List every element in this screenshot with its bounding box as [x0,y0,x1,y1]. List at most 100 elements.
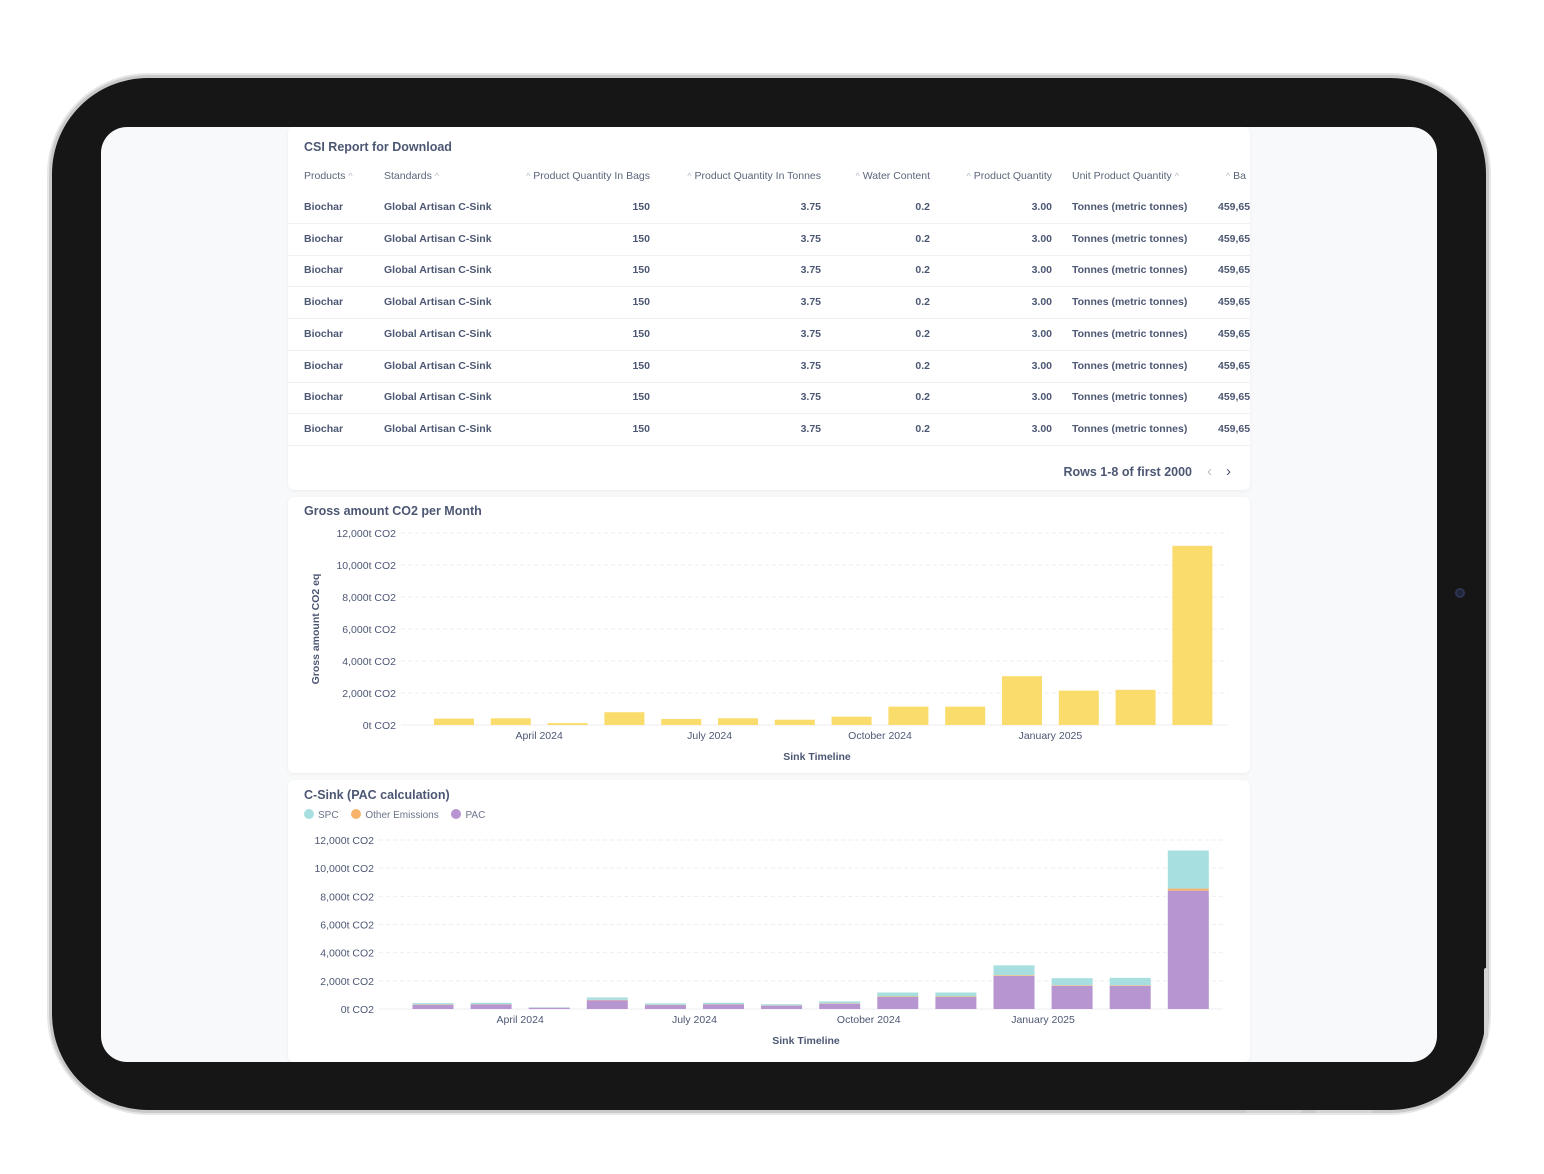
table-cell: 150 [632,422,650,435]
table-cell: Tonnes (metric tonnes) [1072,391,1188,404]
bar [1058,690,1099,725]
bar-segment-pac [644,1005,686,1009]
table-row[interactable]: Biochar Global Artisan C-Sink 150 3.75 0.2 3.… [288,319,1250,351]
col-header-products[interactable]: Products ^ [304,170,353,182]
table-cell: 3.75 [800,296,821,309]
col-header-tonnes[interactable]: ^ Product Quantity In Tonnes [687,170,821,182]
chevron-left-icon[interactable]: ‹ [1207,463,1212,480]
x-tick-label: July 2024 [672,1014,717,1026]
table-cell: 459,65 [1218,264,1250,277]
bar-segment-spc [935,992,977,997]
chevron-right-icon[interactable]: › [1226,463,1231,480]
bar-segment-spc [703,1002,744,1005]
bar [1115,689,1156,725]
bar-segment-pac [877,997,919,1009]
col-header-unit[interactable]: Unit Product Quantity ^ [1072,170,1179,182]
y-tick-label: 4,000t CO2 [320,948,374,960]
bar-segment-spc [1051,978,1093,986]
bar-segment-spc [761,1004,803,1006]
table-row[interactable]: Biochar Global Artisan C-Sink 150 3.75 0.2 3.… [288,414,1250,446]
sort-arrow-icon: ^ [855,171,860,181]
legend-item-spc[interactable]: SPC [304,809,339,821]
table-row[interactable]: Biochar Global Artisan C-Sink 150 3.75 0.2 3.… [288,255,1250,288]
table-cell: 3.00 [1031,391,1052,404]
table-row[interactable]: Biochar Global Artisan C-Sink 150 3.75 0.2 3.… [288,192,1250,224]
x-axis-label: Sink Timeline [783,751,851,763]
bar-segment-spc [412,1003,454,1005]
table-cell: 0.2 [915,359,930,372]
bar-segment-pac [761,1005,803,1009]
bar-segment-other-emissions [1167,888,1209,891]
bar-segment-other-emissions [877,996,919,998]
bar [661,718,702,725]
table-row[interactable]: Biochar Global Artisan C-Sink 150 3.75 0.2 3.… [288,351,1250,383]
x-tick-label: October 2024 [848,730,912,742]
x-tick-label: January 2025 [1019,730,1083,742]
x-axis-label: Sink Timeline [772,1035,840,1047]
col-header-bags[interactable]: ^ Product Quantity In Bags [526,170,650,182]
table-cell: Tonnes (metric tonnes) [1072,422,1188,435]
bar-segment-pac [1109,985,1151,1009]
col-header-water[interactable]: ^ Water Content [855,170,930,182]
legend-item-pac[interactable]: PAC [451,809,485,821]
y-tick-label: 0t CO2 [363,720,396,732]
table-row[interactable]: Biochar Global Artisan C-Sink 150 3.75 0.2 3.… [288,287,1250,320]
y-tick-label: 0t CO2 [341,1004,374,1016]
y-tick-label: 8,000t CO2 [342,592,396,604]
table-cell: 3.00 [1031,264,1052,277]
table-cell: 3.75 [800,232,821,245]
table-cell: Biochar [304,296,344,309]
bar-segment-spc [993,965,1035,976]
bar-segment-pac [586,1000,628,1009]
table-cell: 459,65 [1218,391,1250,404]
table-cell: 3.00 [1031,359,1052,372]
y-tick-label: 2,000t CO2 [342,688,396,700]
bar-segment-pac [470,1004,512,1009]
table-cell: Tonnes (metric tonnes) [1072,327,1188,340]
table-cell: 150 [632,264,650,277]
col-header-standards[interactable]: Standards ^ [384,170,440,182]
table-cell: 3.00 [1031,232,1052,245]
pagination-label: Rows 1-8 of first 2000 [1063,465,1192,479]
table-row[interactable]: Biochar Global Artisan C-Sink 150 3.75 0.2 3.… [288,382,1250,415]
table-cell: 0.2 [915,422,930,435]
table-cell: Global Artisan C-Sink [384,327,492,340]
bar-segment-pac [703,1004,744,1009]
bar-segment-pac [935,997,977,1009]
sort-arrow-icon: ^ [687,171,692,181]
sort-arrow-icon: ^ [526,171,531,181]
gross-co2-card: Gross amount CO2 per Month 12,000t CO2 10… [288,497,1250,773]
table-row[interactable]: Biochar Global Artisan C-Sink 150 3.75 0.2 3.… [288,224,1250,256]
table-cell: 3.75 [800,422,821,435]
x-tick-label: April 2024 [516,730,563,742]
col-header-quantity[interactable]: ^ Product Quantity [966,170,1052,182]
table-cell: Biochar [304,359,344,372]
table-cell: Biochar [304,201,344,213]
table-cell: 459,65 [1218,201,1250,213]
table-cell: 0.2 [915,264,930,277]
table-cell: 3.75 [800,359,821,372]
x-tick-label: April 2024 [497,1014,544,1026]
legend-dot [351,809,362,819]
table-cell: Global Artisan C-Sink [384,359,492,372]
bar-segment-spc [819,1001,861,1004]
bar-segment-other-emissions [1109,985,1151,986]
table-cell: 150 [632,327,650,340]
csink-card: C-Sink (PAC calculation) SPC Other Emiss… [288,780,1250,1062]
legend-item-other-emissions[interactable]: Other Emissions [351,809,439,821]
bar-segment-spc [1167,850,1209,889]
table-card: CSI Report for Download Products ^ Stand… [288,127,1250,490]
bar-segment-spc [644,1003,686,1005]
bar [1002,676,1042,725]
table-cell: Biochar [304,422,344,435]
table-title: CSI Report for Download [304,140,452,154]
table-cell: 3.00 [1031,327,1052,340]
x-tick-label: July 2024 [687,730,732,742]
bar-segment-pac [819,1003,861,1009]
table-cell: 150 [632,232,650,245]
col-header-ba[interactable]: ^ Ba [1226,170,1246,182]
y-tick-label: 4,000t CO2 [342,656,396,668]
table-cell: Global Artisan C-Sink [384,201,492,213]
bar [718,718,758,725]
table-cell: Biochar [304,264,344,277]
